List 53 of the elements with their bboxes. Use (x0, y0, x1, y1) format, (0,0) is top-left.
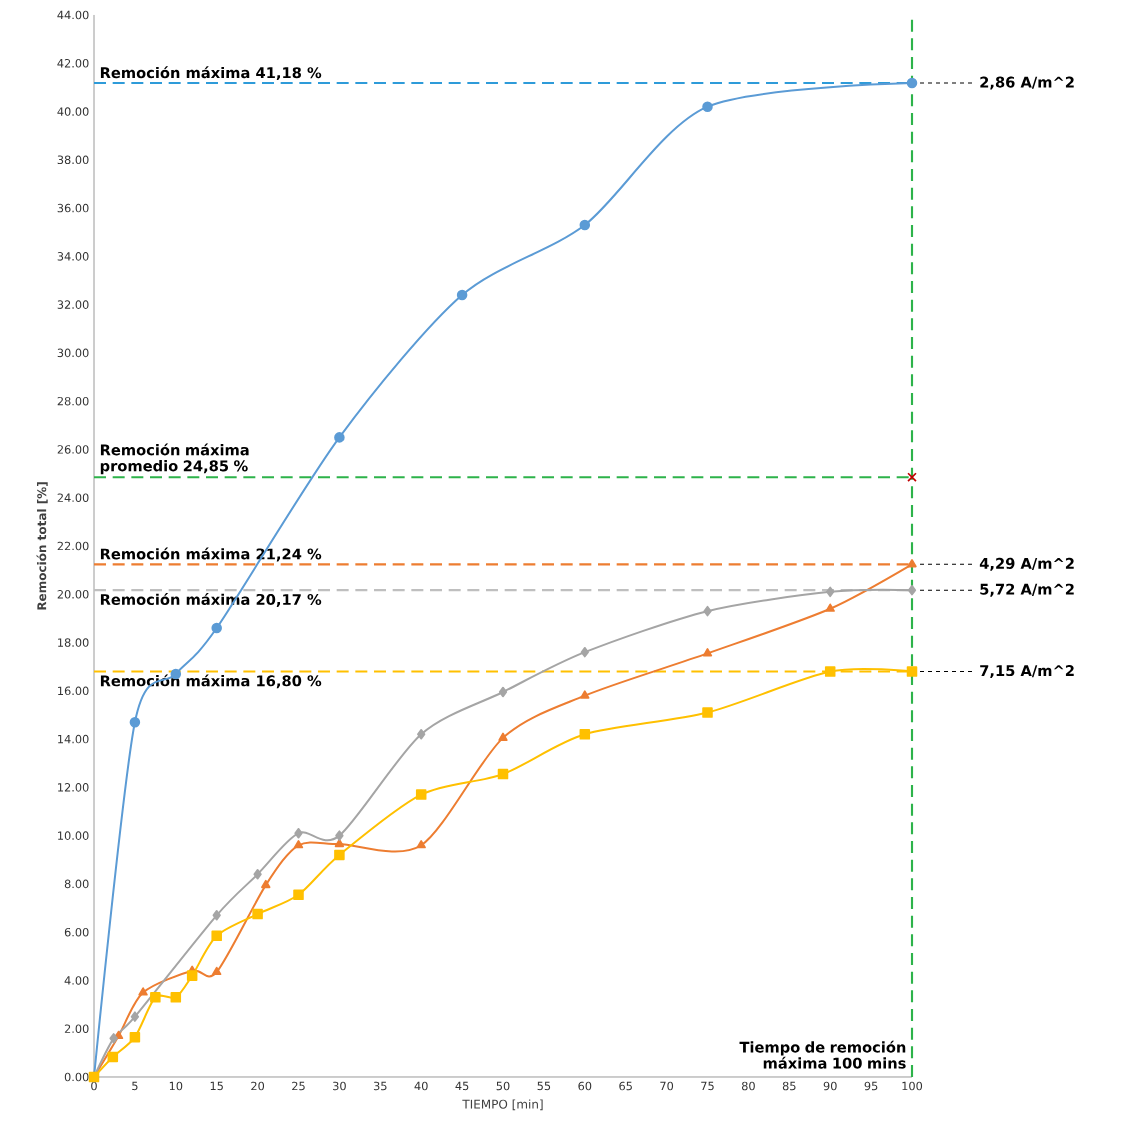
x-tick-label: 85 (782, 1081, 796, 1091)
x-tick-label: 60 (578, 1081, 592, 1091)
y-tick-label: 2.00 (64, 1024, 89, 1034)
y-tick-label: 28.00 (57, 396, 89, 406)
x-tick-label: 15 (210, 1081, 223, 1091)
x-tick-label: 95 (864, 1081, 878, 1091)
y-tick-label: 24.00 (57, 493, 89, 503)
y-tick-label: 16.00 (58, 686, 89, 696)
x-tick-label: 5 (132, 1081, 138, 1091)
x-tick-label: 65 (619, 1081, 632, 1091)
y-tick-label: 26.00 (57, 445, 89, 454)
ref-line-label: Remoción máxima 41,18 % (100, 66, 322, 81)
text: 2,86 A/m^2 (980, 76, 1074, 90)
y-tick-label: 4.00 (64, 976, 89, 985)
x-tick-label: 35 (373, 1081, 387, 1091)
x-tick-label: 10 (169, 1081, 183, 1091)
x-tick-label: 80 (741, 1081, 755, 1091)
y-tick-label: 10.00 (58, 831, 89, 840)
y-tick-label: 0.00 (64, 1072, 89, 1082)
x-tick-label: 100 (902, 1081, 923, 1091)
x-tick-label: 20 (251, 1081, 265, 1091)
y-tick-label: 44.00 (57, 10, 89, 20)
y-tick-label: 20.00 (57, 589, 89, 599)
x-tick-label: 25 (292, 1081, 305, 1091)
x-tick-label: 55 (537, 1081, 551, 1091)
text: 5,72 A/m^2 (980, 583, 1074, 597)
y-tick-label: 8.00 (64, 879, 89, 889)
text: 7,15 A/m^2 (980, 665, 1074, 678)
y-tick-label: 6.00 (64, 927, 89, 937)
y-tick-label: 32.00 (57, 300, 89, 309)
x-tick-label: 75 (701, 1081, 714, 1091)
x-tick-label: 70 (660, 1081, 674, 1091)
y-tick-label: 42.00 (57, 58, 89, 68)
y-tick-label: 14.00 (58, 734, 89, 744)
y-tick-label: 40.00 (57, 107, 89, 116)
ref-line-label: Remoción máxima promedio 24,85 % (100, 443, 249, 475)
ref-line-label: Tiempo de remoción máxima 100 mins (739, 1040, 906, 1069)
y-tick-label: 18.00 (58, 638, 89, 647)
y-tick-label: 22.00 (57, 541, 89, 551)
y-tick-label: 30.00 (57, 348, 89, 358)
y-tick-label: 38.00 (57, 155, 89, 165)
x-tick-label: 0 (91, 1081, 97, 1091)
x-axis-title: TIEMPO [min] (462, 1099, 543, 1111)
x-tick-label: 30 (333, 1081, 346, 1091)
x-tick-label: 45 (455, 1081, 469, 1091)
x-tick-label: 90 (823, 1081, 837, 1091)
y-tick-label: 36.00 (57, 203, 89, 213)
y-tick-label: 34.00 (57, 252, 89, 261)
y-tick-label: 12.00 (58, 783, 89, 792)
y-axis-title: Remoción total [%] (36, 482, 48, 610)
text: 4,29 A/m^2 (979, 557, 1074, 571)
x-tick-label: 50 (496, 1081, 510, 1091)
x-tick-label: 40 (414, 1081, 428, 1091)
